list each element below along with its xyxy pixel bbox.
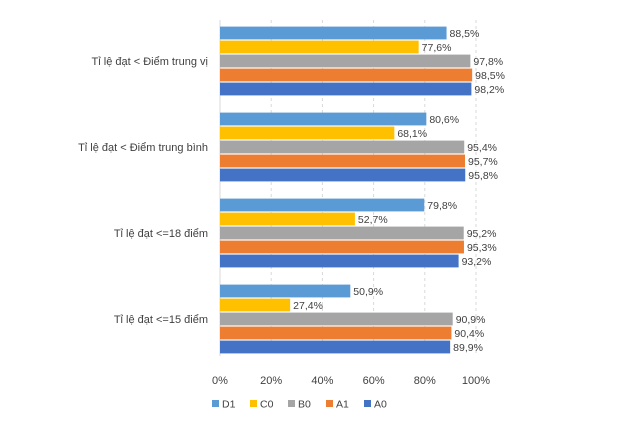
bar-a1 [220,68,473,82]
data-label: 27,4% [293,300,323,312]
data-label: 90,4% [454,328,484,340]
data-label: 89,9% [453,342,483,354]
bar-b0 [220,54,471,68]
bar-a0 [220,340,451,354]
bar-d1 [220,198,425,212]
legend-swatch-a0 [364,400,371,407]
bar-b0 [220,140,465,154]
bar-c0 [220,298,291,312]
bar-a0 [220,168,466,182]
legend-label: B0 [298,399,311,411]
legend-label: A0 [374,399,387,411]
bar-c0 [220,212,355,226]
legend-label: D1 [222,399,236,411]
x-tick-label: 20% [260,375,282,387]
data-label: 95,2% [467,228,497,240]
bar-a1 [220,240,464,254]
data-label: 52,7% [358,214,388,226]
bar-a0 [220,254,459,268]
data-label: 95,4% [467,142,497,154]
legend-swatch-a1 [326,400,333,407]
bar-a0 [220,82,472,96]
data-label: 98,2% [474,84,504,96]
category-label: Tỉ lệ đạt < Điểm trung bình [78,142,208,154]
x-tick-label: 60% [363,375,385,387]
bar-c0 [220,40,419,54]
data-label: 88,5% [450,28,480,40]
category-label: Tỉ lệ đạt <=15 điểm [114,314,208,326]
data-label: 77,6% [422,42,452,54]
x-tick-label: 0% [212,375,228,387]
data-label: 93,2% [462,256,492,268]
legend-label: C0 [260,399,274,411]
bar-a1 [220,154,465,168]
bar-d1 [220,26,447,40]
data-label: 95,7% [468,156,498,168]
category-label: Tỉ lệ đạt <=18 điểm [114,228,208,240]
legend-swatch-b0 [288,400,295,407]
data-label: 50,9% [353,286,383,298]
x-tick-label: 100% [462,375,490,387]
data-label: 97,8% [473,56,503,68]
x-tick-label: 40% [311,375,333,387]
bar-d1 [220,112,427,126]
bar-d1 [220,284,351,298]
bar-c0 [220,126,395,140]
category-label: Tỉ lệ đạt < Điểm trung vị [92,56,208,68]
data-label: 68,1% [397,128,427,140]
data-label: 90,9% [456,314,486,326]
legend-swatch-d1 [212,400,219,407]
bar-b0 [220,312,453,326]
x-tick-label: 80% [414,375,436,387]
bar-b0 [220,226,464,240]
legend-swatch-c0 [250,400,257,407]
data-label: 95,3% [467,242,497,254]
data-label: 98,5% [475,70,505,82]
bar-a1 [220,326,452,340]
data-label: 80,6% [429,114,459,126]
data-label: 79,8% [427,200,457,212]
legend-label: A1 [336,399,349,411]
data-label: 95,8% [468,170,498,182]
